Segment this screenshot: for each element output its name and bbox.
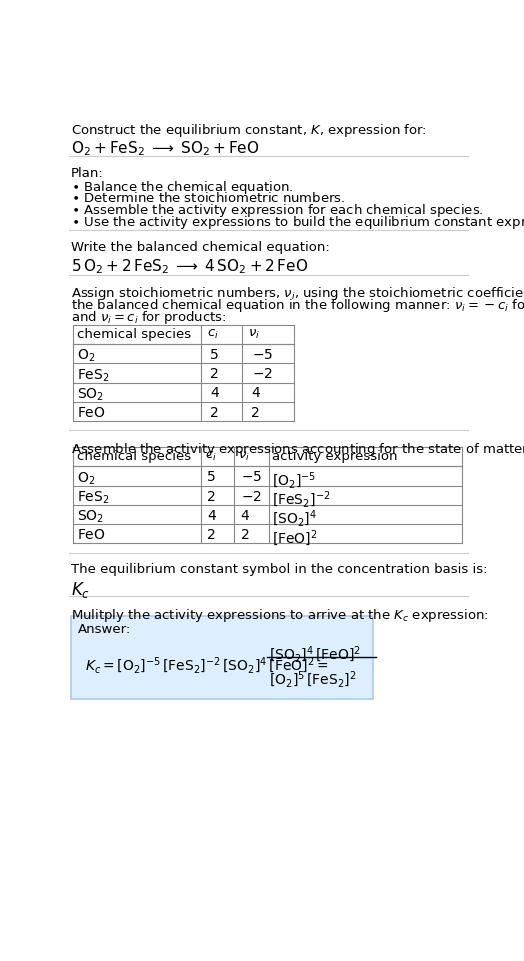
Text: and $\nu_i = c_i$ for products:: and $\nu_i = c_i$ for products: — [71, 308, 226, 326]
Text: $\mathrm{FeO}$: $\mathrm{FeO}$ — [77, 406, 106, 420]
FancyBboxPatch shape — [71, 616, 373, 699]
Text: $-2$: $-2$ — [241, 489, 261, 504]
Text: 2: 2 — [208, 528, 216, 542]
Text: $\bullet$ Assemble the activity expression for each chemical species.: $\bullet$ Assemble the activity expressi… — [71, 203, 484, 219]
Text: $[\mathrm{FeO}]^{2}$: $[\mathrm{FeO}]^{2}$ — [272, 528, 318, 548]
Text: $[\mathrm{O_2}]^{5}\,[\mathrm{FeS_2}]^{2}$: $[\mathrm{O_2}]^{5}\,[\mathrm{FeS_2}]^{2… — [268, 670, 356, 690]
Text: $\mathrm{FeS_2}$: $\mathrm{FeS_2}$ — [77, 367, 110, 383]
Text: $[\mathrm{SO_2}]^{4}\,[\mathrm{FeO}]^{2}$: $[\mathrm{SO_2}]^{4}\,[\mathrm{FeO}]^{2}… — [268, 644, 361, 665]
Text: 2: 2 — [211, 367, 219, 382]
Text: $[\mathrm{FeS_2}]^{-2}$: $[\mathrm{FeS_2}]^{-2}$ — [272, 489, 331, 510]
Text: Construct the equilibrium constant, $K$, expression for:: Construct the equilibrium constant, $K$,… — [71, 122, 427, 139]
Text: $K_c$: $K_c$ — [71, 580, 90, 601]
Text: 4: 4 — [252, 386, 260, 401]
Text: $-5$: $-5$ — [252, 348, 272, 362]
Text: $[\mathrm{SO_2}]^{4}$: $[\mathrm{SO_2}]^{4}$ — [272, 508, 318, 530]
Text: chemical species: chemical species — [77, 328, 191, 341]
Text: 2: 2 — [252, 406, 260, 420]
Text: Answer:: Answer: — [78, 623, 131, 636]
Text: 5: 5 — [211, 348, 219, 362]
Text: 4: 4 — [208, 508, 216, 523]
Text: $\mathrm{SO_2}$: $\mathrm{SO_2}$ — [77, 386, 104, 403]
Text: $-5$: $-5$ — [241, 470, 262, 484]
Text: $\bullet$ Balance the chemical equation.: $\bullet$ Balance the chemical equation. — [71, 180, 293, 196]
Text: $\mathrm{FeS_2}$: $\mathrm{FeS_2}$ — [77, 489, 110, 505]
Text: $\mathrm{O_2}$: $\mathrm{O_2}$ — [77, 348, 95, 364]
Text: $c_i$: $c_i$ — [208, 328, 219, 341]
Text: 2: 2 — [211, 406, 219, 420]
Text: chemical species: chemical species — [77, 451, 191, 463]
Text: $\mathrm{O_2}$: $\mathrm{O_2}$ — [77, 470, 95, 486]
Text: Assign stoichiometric numbers, $\nu_i$, using the stoichiometric coefficients, $: Assign stoichiometric numbers, $\nu_i$, … — [71, 285, 524, 303]
Text: 5: 5 — [208, 470, 216, 484]
Text: $\mathrm{O_2 + FeS_2 \;\longrightarrow\; SO_2 + FeO}$: $\mathrm{O_2 + FeS_2 \;\longrightarrow\;… — [71, 139, 259, 158]
Text: Assemble the activity expressions accounting for the state of matter and $\nu_i$: Assemble the activity expressions accoun… — [71, 441, 524, 458]
Text: 2: 2 — [208, 489, 216, 504]
Text: $\bullet$ Use the activity expressions to build the equilibrium constant express: $\bullet$ Use the activity expressions t… — [71, 214, 524, 231]
Text: Write the balanced chemical equation:: Write the balanced chemical equation: — [71, 241, 330, 254]
Text: The equilibrium constant symbol in the concentration basis is:: The equilibrium constant symbol in the c… — [71, 563, 487, 577]
Text: Plan:: Plan: — [71, 167, 104, 180]
Text: the balanced chemical equation in the following manner: $\nu_i = -c_i$ for react: the balanced chemical equation in the fo… — [71, 297, 524, 314]
Text: 2: 2 — [241, 528, 249, 542]
Text: $\bullet$ Determine the stoichiometric numbers.: $\bullet$ Determine the stoichiometric n… — [71, 191, 345, 205]
Text: 4: 4 — [241, 508, 249, 523]
Text: $\nu_i$: $\nu_i$ — [238, 451, 250, 463]
Text: $\nu_i$: $\nu_i$ — [248, 328, 260, 341]
Text: $-2$: $-2$ — [252, 367, 272, 382]
Text: $[\mathrm{O_2}]^{-5}$: $[\mathrm{O_2}]^{-5}$ — [272, 470, 316, 491]
Text: $\mathrm{SO_2}$: $\mathrm{SO_2}$ — [77, 508, 104, 526]
Text: $c_i$: $c_i$ — [205, 451, 217, 463]
Text: activity expression: activity expression — [272, 451, 398, 463]
Text: Mulitply the activity expressions to arrive at the $K_c$ expression:: Mulitply the activity expressions to arr… — [71, 606, 489, 624]
Text: $\mathrm{FeO}$: $\mathrm{FeO}$ — [77, 528, 106, 542]
Text: $K_c = [\mathrm{O_2}]^{-5}\,[\mathrm{FeS_2}]^{-2}\,[\mathrm{SO_2}]^{4}\,[\mathrm: $K_c = [\mathrm{O_2}]^{-5}\,[\mathrm{FeS… — [85, 655, 329, 677]
Text: 4: 4 — [211, 386, 219, 401]
Text: $\mathrm{5\,O_2 + 2\,FeS_2 \;\longrightarrow\; 4\,SO_2 + 2\,FeO}$: $\mathrm{5\,O_2 + 2\,FeS_2 \;\longrighta… — [71, 258, 308, 277]
